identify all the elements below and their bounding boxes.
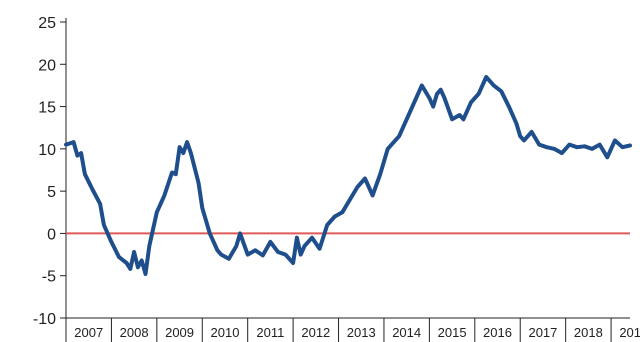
x-year-label: 2015 (438, 325, 467, 340)
x-year-label: 2016 (483, 325, 512, 340)
x-year-label: 2014 (392, 325, 421, 340)
x-year-label: 2011 (256, 325, 284, 340)
x-axis: 2007 2008 2009 2010 2011 2012 2013 2014 2015 2016… (65, 317, 640, 342)
x-year-label: 2013 (347, 325, 376, 340)
x-year-label: 2010 (211, 325, 240, 340)
series-group (64, 75, 632, 276)
y-tick-label: 0 (47, 226, 56, 243)
x-year-label: 2018 (574, 325, 603, 340)
y-tick-label: -10 (33, 311, 56, 328)
x-year-label: 2012 (301, 325, 330, 340)
series-line (64, 75, 632, 276)
x-year-label: 2008 (120, 325, 149, 340)
y-tick-label: 25 (38, 15, 56, 32)
y-tick-label: 10 (38, 142, 56, 159)
x-year-label: 2019 (619, 325, 640, 340)
x-year-label: 2007 (74, 325, 103, 340)
y-tick-label: 20 (38, 57, 56, 74)
x-year-label: 2017 (528, 325, 557, 340)
y-tick-label: 15 (38, 100, 56, 117)
y-tick-label: -5 (42, 269, 56, 286)
y-axis: -10 -5 0 5 10 15 20 25 (33, 15, 67, 328)
y-tick-label: 5 (47, 184, 56, 201)
x-year-label: 2009 (165, 325, 194, 340)
